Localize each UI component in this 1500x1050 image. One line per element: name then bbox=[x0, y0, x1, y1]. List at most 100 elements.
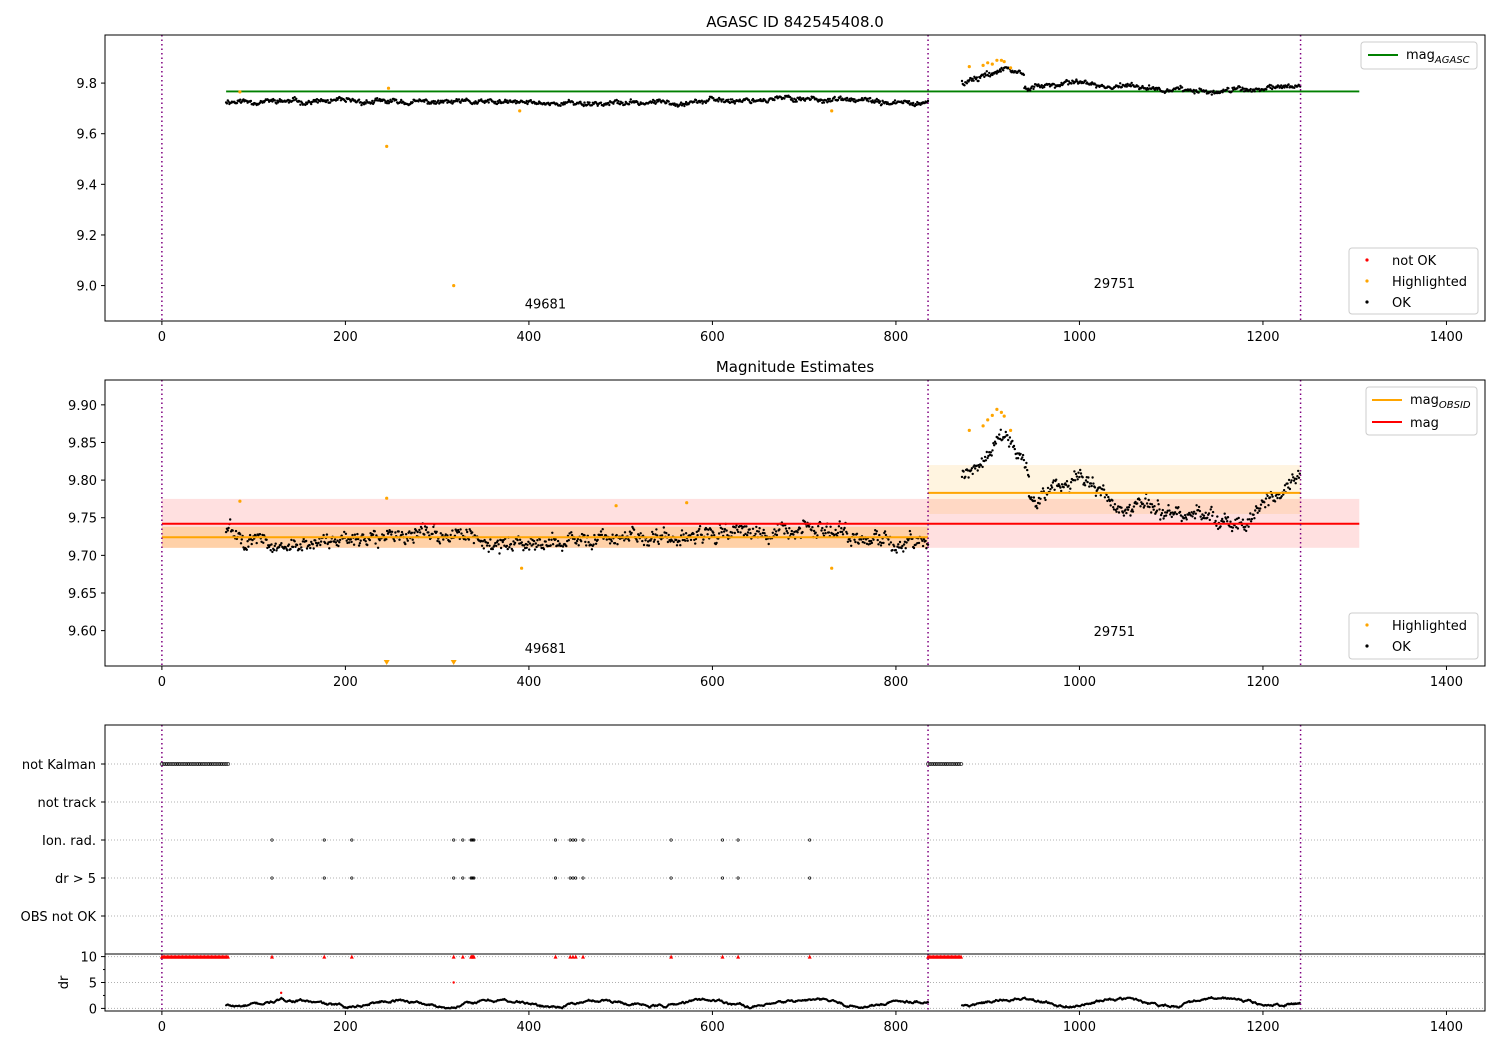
ok-point bbox=[698, 527, 701, 531]
ok-point bbox=[836, 531, 840, 535]
ok-point bbox=[516, 538, 519, 542]
ok-point bbox=[486, 541, 490, 545]
ok-point bbox=[414, 529, 418, 532]
ok-point bbox=[722, 98, 725, 101]
ok-point bbox=[295, 543, 299, 547]
ok-point bbox=[412, 541, 415, 544]
ok-point bbox=[272, 548, 276, 552]
legend-point-status bbox=[1348, 612, 1479, 660]
ok-point bbox=[665, 531, 668, 535]
ok-point bbox=[877, 543, 880, 546]
ok-point bbox=[449, 101, 452, 104]
ok-point bbox=[374, 542, 377, 545]
ok-point bbox=[805, 525, 808, 528]
ok-point bbox=[1251, 90, 1254, 93]
flag-marker bbox=[176, 762, 181, 766]
ok-point bbox=[600, 533, 604, 537]
ok-point bbox=[1160, 512, 1164, 515]
ok-point bbox=[1025, 461, 1028, 465]
ok-point bbox=[907, 101, 910, 105]
ok-point bbox=[1236, 87, 1239, 90]
dr-capped-marker bbox=[349, 954, 354, 959]
ok-point bbox=[376, 546, 380, 549]
ok-point bbox=[428, 534, 431, 537]
ok-point bbox=[988, 451, 991, 454]
ok-point bbox=[1031, 499, 1035, 503]
ok-point bbox=[441, 533, 444, 537]
ok-point bbox=[1145, 502, 1149, 505]
ok-point bbox=[607, 101, 610, 105]
ok-point bbox=[723, 528, 727, 531]
ok-point bbox=[1079, 472, 1083, 475]
ok-point bbox=[994, 442, 998, 445]
ok-point bbox=[360, 103, 363, 107]
ok-point bbox=[1089, 482, 1093, 485]
ok-point bbox=[1167, 504, 1170, 507]
ok-point bbox=[1216, 515, 1219, 518]
flag-marker bbox=[226, 762, 230, 766]
ok-point bbox=[767, 542, 770, 546]
legend-marker-highlighted bbox=[1365, 279, 1369, 283]
flag-marker bbox=[928, 762, 932, 766]
ok-point bbox=[1202, 514, 1206, 517]
y-tick-label: 0 bbox=[89, 1002, 97, 1017]
ok-point bbox=[1093, 486, 1097, 489]
ok-point bbox=[425, 99, 428, 102]
ok-point bbox=[400, 530, 404, 534]
ok-point bbox=[300, 546, 303, 549]
ok-point bbox=[1038, 502, 1041, 505]
ok-point bbox=[1168, 509, 1171, 512]
highlighted-point bbox=[452, 284, 456, 288]
flag-marker bbox=[931, 762, 936, 766]
ok-point bbox=[708, 97, 711, 101]
ok-point bbox=[1039, 497, 1042, 500]
ok-point bbox=[389, 98, 392, 102]
ok-point bbox=[1223, 512, 1226, 515]
ok-point bbox=[229, 518, 232, 521]
ok-point bbox=[810, 529, 813, 532]
ok-point bbox=[746, 531, 750, 534]
ok-point bbox=[1021, 456, 1024, 459]
ok-point bbox=[639, 532, 642, 535]
ok-point bbox=[1095, 86, 1098, 89]
ok-point bbox=[880, 541, 883, 545]
ok-point bbox=[1134, 500, 1137, 504]
ok-point bbox=[623, 539, 626, 542]
ok-point bbox=[1170, 515, 1174, 519]
ok-point bbox=[1178, 510, 1182, 514]
ok-point bbox=[556, 539, 560, 543]
ok-point bbox=[1242, 87, 1245, 91]
panel-2-title: Magnitude Estimates bbox=[716, 358, 874, 376]
ok-point bbox=[465, 528, 468, 531]
ok-point bbox=[570, 534, 574, 537]
ok-point bbox=[269, 549, 272, 552]
ok-point bbox=[999, 70, 1002, 73]
ok-point bbox=[887, 538, 890, 541]
ok-point bbox=[1276, 496, 1279, 500]
ok-point bbox=[672, 540, 675, 544]
ok-point bbox=[513, 541, 517, 545]
ok-point bbox=[604, 534, 608, 537]
ok-point bbox=[797, 528, 800, 531]
ok-point bbox=[790, 529, 793, 533]
flag-marker bbox=[322, 876, 326, 880]
ok-point bbox=[488, 544, 491, 547]
ok-point bbox=[1107, 495, 1110, 499]
flag-marker bbox=[935, 762, 940, 766]
legend-point-status bbox=[1348, 247, 1479, 315]
ok-point bbox=[411, 538, 414, 541]
ok-point bbox=[675, 538, 678, 542]
ok-point bbox=[554, 538, 557, 541]
flag-marker bbox=[192, 762, 197, 766]
ok-point bbox=[1191, 90, 1195, 93]
ok-point bbox=[1244, 89, 1247, 93]
ok-point bbox=[305, 547, 309, 550]
ok-point bbox=[995, 72, 998, 75]
ok-point bbox=[1288, 487, 1292, 491]
highlighted-point bbox=[238, 499, 242, 503]
ok-point bbox=[908, 529, 912, 533]
ok-point bbox=[385, 529, 389, 533]
ok-point bbox=[314, 100, 318, 103]
ok-point bbox=[351, 533, 354, 537]
ok-point bbox=[828, 97, 831, 101]
